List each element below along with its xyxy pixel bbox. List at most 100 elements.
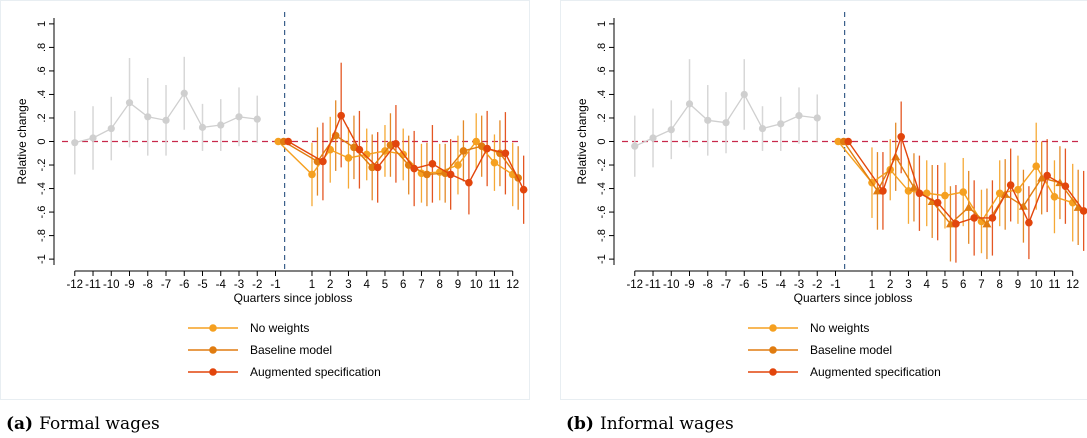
y-tick-label: -.8	[596, 229, 608, 242]
point-augmented	[879, 187, 887, 195]
point-no-weights	[1050, 192, 1059, 201]
x-tick-label: 5	[942, 279, 948, 291]
point-augmented	[319, 157, 327, 166]
y-axis-label: Relative change	[575, 98, 589, 184]
x-tick-label: -1	[270, 279, 280, 291]
x-tick-label: -4	[776, 279, 787, 291]
legend-marker-augmented	[209, 368, 217, 376]
pre-period-point	[704, 116, 712, 124]
point-baseline	[1037, 173, 1047, 182]
pre-period-point	[758, 124, 767, 133]
x-tick-label: 11	[488, 279, 500, 291]
x-tick-label: -12	[626, 279, 643, 291]
point-baseline	[459, 147, 468, 155]
x-tick-label: -11	[645, 279, 661, 291]
x-tick-label: -2	[812, 279, 822, 291]
y-tick-label: -.2	[36, 159, 48, 172]
x-tick-label: -7	[721, 279, 731, 291]
point-augmented	[970, 214, 978, 222]
point-augmented	[915, 189, 924, 198]
y-tick-label: .4	[596, 90, 608, 99]
x-tick-label: -3	[794, 279, 804, 291]
point-augmented	[501, 149, 510, 158]
point-augmented	[933, 198, 942, 207]
chart-formal-wages: -1 -.8 -.6 -.4 -.2 0 .2 .4 .6 .8 1 Relative change -…	[15, 12, 528, 379]
x-tick-label: 4	[364, 279, 371, 291]
point-no-weights	[834, 137, 843, 146]
y-tick-label: -1	[596, 254, 608, 264]
point-no-weights	[959, 188, 968, 196]
legend-label-no-weights: No weights	[810, 321, 869, 335]
y-tick-label: -.6	[36, 206, 48, 219]
caption-label: (a)	[6, 414, 34, 434]
x-tick-label: -12	[66, 279, 83, 291]
pre-period-point	[162, 116, 170, 124]
legend-marker-baseline	[209, 346, 217, 354]
y-tick-label: .6	[36, 66, 48, 75]
point-augmented	[519, 185, 528, 194]
y-tick-label: -.8	[36, 229, 48, 242]
x-tick-label: -7	[161, 279, 171, 291]
y-tick-label: 1	[36, 21, 48, 27]
point-augmented	[1043, 171, 1051, 180]
pre-period-point	[144, 113, 152, 121]
point-augmented	[373, 163, 382, 172]
legend-marker-augmented	[769, 368, 777, 376]
pre-period-point	[685, 100, 694, 108]
point-baseline	[368, 163, 376, 172]
point-augmented	[988, 214, 997, 222]
x-tick-label: -9	[124, 279, 134, 291]
x-tick-label: -9	[684, 279, 694, 291]
point-augmented	[1006, 181, 1015, 189]
pre-period-point	[89, 134, 97, 142]
pre-period-point	[180, 89, 188, 97]
pre-period-point	[795, 112, 803, 120]
legend-marker-no-weights	[209, 324, 217, 332]
x-tick-label: -8	[143, 279, 153, 291]
y-tick-label: .2	[596, 113, 608, 122]
y-tick-label: -.2	[596, 159, 608, 172]
x-tick-label: 1	[309, 279, 315, 291]
legend-marker-baseline	[769, 346, 777, 354]
y-tick-label: .8	[36, 43, 48, 52]
x-tick-label: 8	[437, 279, 443, 291]
x-tick-label: -11	[85, 279, 101, 291]
point-baseline	[909, 182, 919, 191]
pre-period-point	[649, 134, 657, 142]
y-tick-label: 0	[36, 138, 48, 144]
pre-period-point	[71, 139, 79, 147]
point-no-weights	[472, 137, 481, 146]
y-tick-label: -.6	[596, 206, 608, 219]
x-tick-label: -10	[103, 279, 120, 291]
point-no-weights	[904, 187, 913, 195]
y-tick-label: 0	[596, 138, 608, 144]
point-augmented	[446, 170, 455, 179]
x-tick-label: 7	[978, 279, 984, 291]
x-tick-label: -10	[663, 279, 680, 291]
point-no-weights	[308, 170, 316, 179]
point-baseline	[982, 219, 992, 228]
x-tick-label: 9	[455, 279, 461, 291]
pre-period-point	[107, 124, 115, 133]
point-baseline	[423, 170, 431, 179]
pre-period-point	[722, 119, 730, 127]
x-tick-label: 7	[418, 279, 424, 291]
x-tick-label: -5	[757, 279, 767, 291]
panel-formal-wages: -1 -.8 -.6 -.4 -.2 0 .2 .4 .6 .8 1 Relative change -…	[0, 0, 530, 438]
chart-informal-wages: -1 -.8 -.6 -.4 -.2 0 .2 .4 .6 .8 1 Relative change -…	[575, 12, 1087, 379]
point-augmented	[1025, 218, 1033, 227]
x-tick-label: 8	[997, 279, 1003, 291]
point-no-weights	[1068, 198, 1077, 207]
series-line-baseline	[843, 141, 1079, 225]
legend-label-augmented: Augmented specification	[250, 365, 381, 379]
y-axis-label: Relative change	[15, 98, 29, 184]
panel-informal-wages: -1 -.8 -.6 -.4 -.2 0 .2 .4 .6 .8 1 Relative change -…	[560, 0, 1087, 438]
y-tick-label: .8	[596, 43, 608, 52]
point-baseline	[964, 202, 974, 211]
point-augmented	[952, 220, 960, 228]
caption-text: Formal wages	[39, 414, 160, 434]
legend-marker-no-weights	[769, 324, 777, 332]
point-augmented	[410, 164, 418, 173]
x-axis-label: Quarters since jobloss	[794, 291, 913, 305]
point-baseline	[1073, 202, 1083, 211]
